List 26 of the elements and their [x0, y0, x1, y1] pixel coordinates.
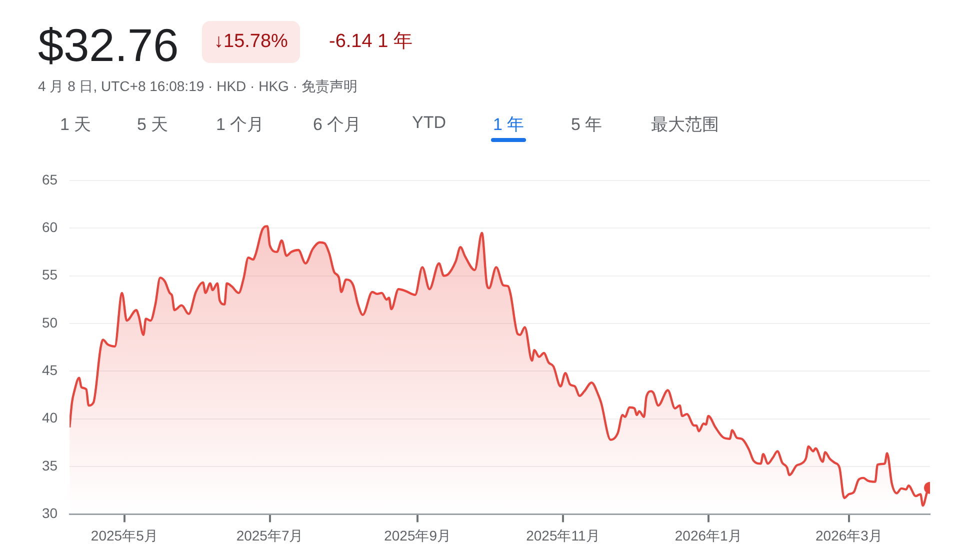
y-tick-label: 30 [42, 505, 58, 522]
y-tick-label: 40 [42, 410, 58, 426]
text: 5 年 [571, 114, 602, 136]
text: 4 月 8 日, UTC+8 16:08:19 · HKD · HKG · 免责声明 [38, 78, 358, 96]
text: 5 天 [137, 114, 168, 136]
x-tick-label: 2025年7月 [236, 527, 304, 544]
text: -6.14 1 年 [329, 30, 412, 54]
text: 1 天 [60, 114, 92, 136]
text: 最大范围 [651, 114, 719, 136]
y-tick-label: 65 [42, 171, 58, 188]
y-tick-label: 50 [42, 314, 58, 330]
x-tick-label: 2026年3月 [815, 527, 882, 544]
chart-title: $32.76 [38, 18, 179, 72]
x-tick-label: 2025年5月 [90, 527, 158, 544]
text: YTD [412, 113, 446, 133]
y-tick-label: 35 [42, 457, 58, 474]
x-tick-label: 2025年11月 [526, 527, 600, 544]
x-tick-label: 2025年9月 [384, 527, 452, 544]
x-tick-label: 2026年1月 [674, 527, 742, 544]
y-tick-label: 45 [42, 362, 58, 378]
text: 1 个月 [216, 114, 264, 136]
y-tick-label: 55 [42, 266, 58, 283]
text: 6 个月 [313, 114, 362, 136]
text: 1 年 [493, 114, 524, 136]
text: ↓15.78% [202, 21, 300, 63]
y-tick-label: 60 [42, 218, 58, 235]
